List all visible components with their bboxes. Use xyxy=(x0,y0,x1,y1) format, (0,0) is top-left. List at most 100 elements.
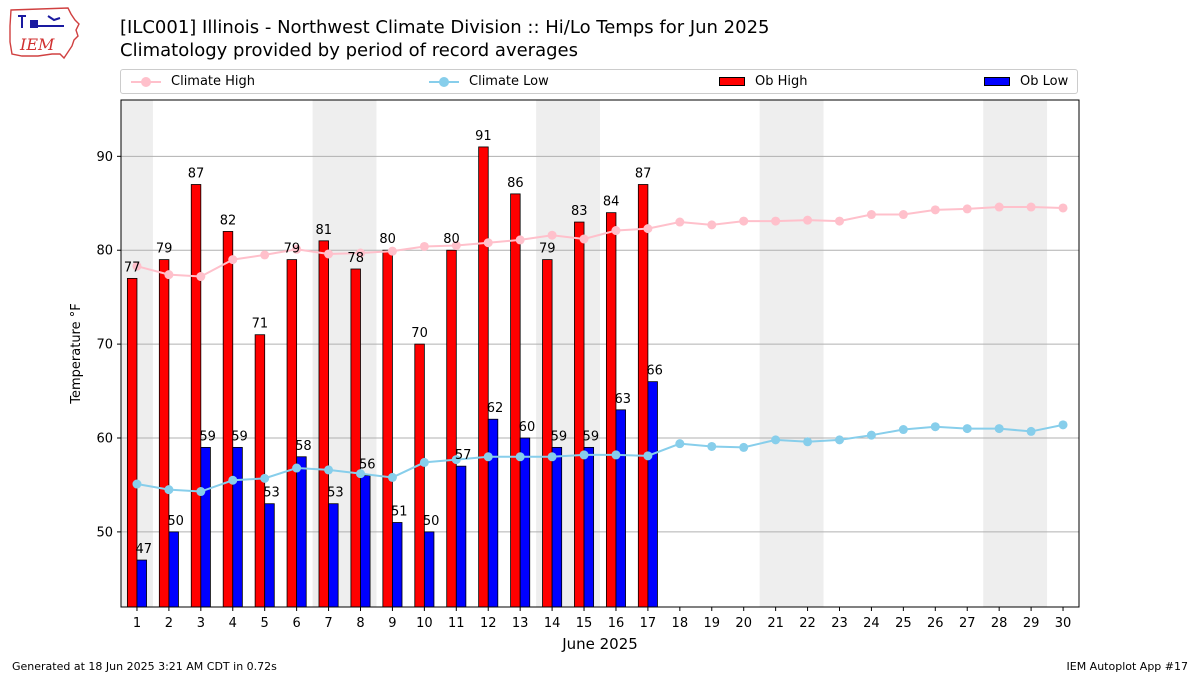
ob-low-bar xyxy=(519,437,531,607)
ob-low-label: 66 xyxy=(646,364,663,379)
ob-low-bar xyxy=(392,522,403,607)
ob-low-label: 59 xyxy=(551,429,568,444)
x-tick-label: 10 xyxy=(416,616,433,631)
ob-high-bar xyxy=(637,184,649,607)
ob-high-bar xyxy=(318,240,329,607)
x-tick-label: 9 xyxy=(388,616,396,631)
climate-low-line xyxy=(136,423,1064,493)
climate-low-point xyxy=(707,441,717,451)
ob-low-bar xyxy=(487,418,499,607)
climate-high-point xyxy=(643,224,653,234)
ob-high-label: 80 xyxy=(443,232,460,247)
climate-high-point xyxy=(515,235,525,245)
climate-low-point xyxy=(994,424,1004,434)
climate-high-point xyxy=(324,249,334,259)
plot-area xyxy=(121,100,1079,607)
ob-low-bar xyxy=(296,456,307,607)
x-tick-label: 11 xyxy=(448,616,465,631)
climate-low-point xyxy=(611,450,621,460)
climate-low-point xyxy=(419,457,429,467)
legend-ob-high-swatch xyxy=(719,77,745,86)
x-tick-label: 14 xyxy=(544,616,561,631)
climate-low-point xyxy=(643,451,653,461)
climate-high-point xyxy=(611,226,621,236)
ob-low-bar xyxy=(551,446,563,607)
chart-legend: Climate High Climate Low Ob High Ob Low xyxy=(120,69,1078,94)
ob-high-bar xyxy=(510,193,521,607)
ob-high-bar xyxy=(286,259,298,607)
ob-high-label: 91 xyxy=(475,129,492,144)
ob-low-label: 62 xyxy=(487,401,504,416)
ob-low-bar xyxy=(647,381,658,607)
ob-low-bar xyxy=(583,446,595,607)
climate-high-point xyxy=(132,261,142,271)
ob-low-label: 59 xyxy=(231,429,248,444)
ob-high-label: 71 xyxy=(252,317,269,332)
legend-climate-low: Climate Low xyxy=(429,74,549,89)
ob-low-bar xyxy=(232,446,243,607)
x-axis-label: June 2025 xyxy=(561,635,638,653)
legend-climate-high-label: Climate High xyxy=(171,74,256,89)
ob-high-bar xyxy=(222,231,234,607)
climate-high-point xyxy=(483,238,493,248)
climate-high-point xyxy=(260,250,270,260)
ob-high-label: 81 xyxy=(316,223,333,238)
ob-high-label: 79 xyxy=(156,242,173,257)
ob-high-bar xyxy=(446,249,457,607)
climate-low-point xyxy=(835,435,844,445)
x-tick-label: 16 xyxy=(608,616,625,631)
climate-high-point xyxy=(547,230,557,240)
climate-high-point xyxy=(228,255,238,265)
climate-low-point xyxy=(164,485,174,495)
climate-low-point xyxy=(451,455,461,465)
climate-high-point xyxy=(739,216,749,226)
climate-low-point xyxy=(515,452,525,462)
ob-high-label: 82 xyxy=(220,213,237,228)
ob-high-label: 79 xyxy=(284,242,301,257)
climate-low-point xyxy=(739,442,749,452)
ob-low-label: 53 xyxy=(327,486,344,501)
ob-high-label: 77 xyxy=(124,260,141,275)
x-tick-label: 19 xyxy=(703,616,720,631)
ob-low-label: 57 xyxy=(455,448,472,463)
legend-climate-low-label: Climate Low xyxy=(469,74,549,89)
x-tick-label: 22 xyxy=(799,616,816,631)
climate-low-point xyxy=(483,452,493,462)
ob-low-label: 47 xyxy=(135,542,152,557)
y-tick-label: 50 xyxy=(96,525,113,540)
legend-climate-high: Climate High xyxy=(131,74,255,89)
legend-ob-high-label: Ob High xyxy=(755,74,808,89)
weekend-shade xyxy=(536,100,600,607)
climate-low-point xyxy=(962,424,972,434)
y-tick-label: 70 xyxy=(96,338,113,353)
ob-high-label: 80 xyxy=(379,232,396,247)
x-tick-label: 28 xyxy=(991,616,1008,631)
climate-high-point xyxy=(1058,203,1068,213)
ob-low-bar xyxy=(200,446,211,607)
ob-high-bar xyxy=(382,249,393,607)
climate-low-point xyxy=(898,425,908,435)
ob-high-bar xyxy=(605,212,617,607)
ob-low-bar xyxy=(360,475,371,607)
climate-high-point xyxy=(196,272,206,282)
x-tick-label: 6 xyxy=(292,616,300,631)
ob-high-label: 79 xyxy=(539,242,556,257)
x-tick-label: 30 xyxy=(1055,616,1072,631)
ob-high-label: 86 xyxy=(507,176,524,191)
ob-low-bar xyxy=(423,531,435,607)
ob-low-bar xyxy=(328,503,339,607)
climate-high-point xyxy=(930,205,940,215)
ob-high-bar xyxy=(254,334,266,607)
ob-high-label: 70 xyxy=(411,326,428,341)
ob-low-label: 50 xyxy=(167,514,184,529)
climate-high-point xyxy=(292,244,302,254)
ob-low-bar xyxy=(264,503,275,607)
climate-high-point xyxy=(356,248,365,258)
ob-low-label: 58 xyxy=(295,439,312,454)
weekend-shade xyxy=(983,100,1048,607)
climate-high-point xyxy=(579,234,589,244)
y-tick-label: 60 xyxy=(96,432,113,447)
ob-high-label: 87 xyxy=(188,167,205,182)
chart-title: [ILC001] Illinois - Northwest Climate Di… xyxy=(120,17,770,38)
legend-ob-high: Ob High xyxy=(719,74,808,89)
